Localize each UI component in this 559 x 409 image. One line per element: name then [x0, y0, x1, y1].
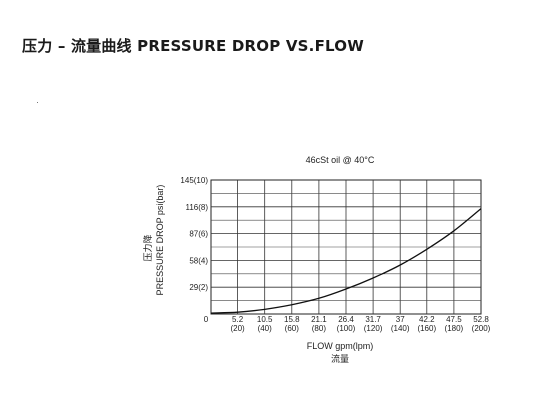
x-axis-label: FLOW gpm(lpm) — [307, 341, 374, 351]
y-tick-label: 87(6) — [189, 230, 208, 239]
x-tick-label: 52.8 — [473, 315, 489, 324]
x-tick-label: 5.2 — [232, 315, 244, 324]
x-tick-sublabel: (140) — [391, 324, 410, 333]
x-tick-sublabel: (20) — [230, 324, 245, 333]
chart-subtitle: 46cSt oil @ 40°C — [306, 155, 375, 165]
chart-grid — [210, 179, 482, 315]
y-tick-label: 145(10) — [180, 176, 208, 185]
x-tick-sublabel: (40) — [258, 324, 273, 333]
y-tick-label: 29(2) — [189, 283, 208, 292]
x-tick-label: 37 — [396, 315, 405, 324]
x-tick-label: 10.5 — [257, 315, 273, 324]
page-title: 压力 – 流量曲线 PRESSURE DROP VS.FLOW — [22, 37, 364, 55]
x-tick-sublabel: (100) — [337, 324, 356, 333]
y-axis-ticks: 29(2) 58(4) 87(6) 116(8) 145(10) — [180, 176, 208, 292]
x-axis-ticks: 5.2(20) 10.5(40) 15.8(60) 21.1(80) 26.4(100)… — [230, 315, 490, 333]
origin-label: 0 — [204, 315, 209, 324]
x-tick-sublabel: (120) — [364, 324, 383, 333]
x-tick-label: 15.8 — [284, 315, 300, 324]
x-tick-sublabel: (200) — [472, 324, 491, 333]
y-axis-label: PRESSURE DROP psi(bar) — [155, 185, 165, 296]
x-tick-sublabel: (180) — [445, 324, 464, 333]
x-tick-label: 42.2 — [419, 315, 435, 324]
y-tick-label: 58(4) — [189, 256, 208, 265]
x-tick-sublabel: (160) — [417, 324, 436, 333]
x-tick-label: 21.1 — [311, 315, 327, 324]
pressure-drop-curve — [210, 208, 482, 314]
x-tick-sublabel: (80) — [312, 324, 327, 333]
x-axis-label-cn: 流量 — [331, 353, 349, 364]
y-axis-label-cn: 压力降 — [142, 234, 153, 261]
x-tick-label: 31.7 — [365, 315, 381, 324]
x-tick-label: 47.5 — [446, 315, 462, 324]
x-tick-label: 26.4 — [338, 315, 354, 324]
page-speck — [37, 102, 38, 103]
y-tick-label: 116(8) — [185, 203, 208, 212]
x-tick-sublabel: (60) — [285, 324, 300, 333]
